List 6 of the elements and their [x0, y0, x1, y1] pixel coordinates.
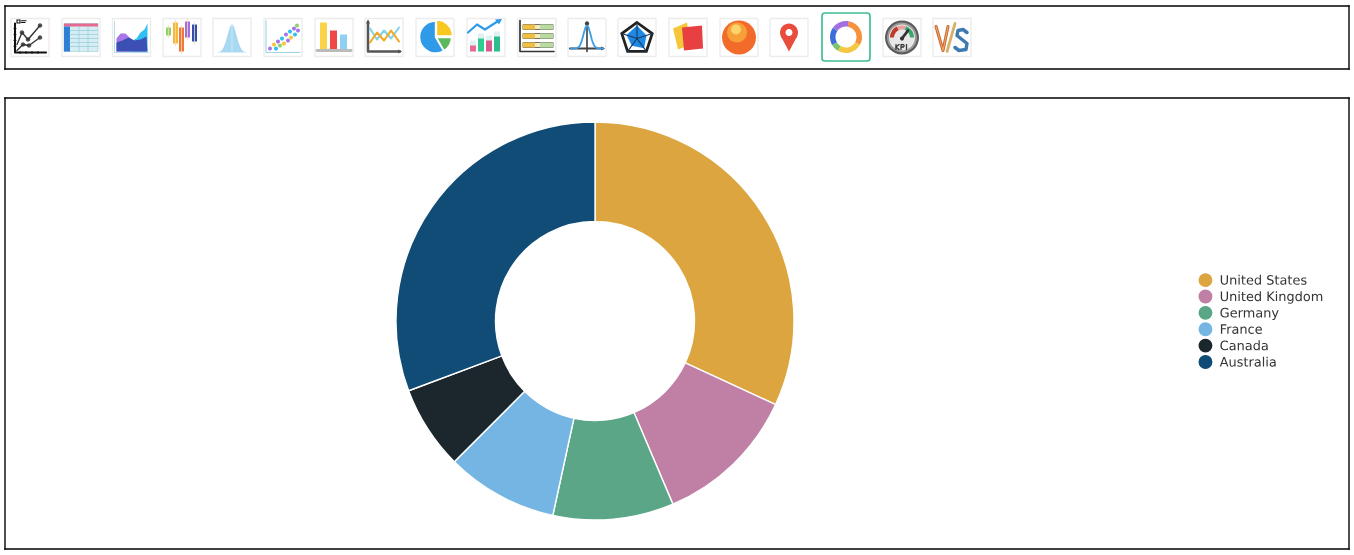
legend-label: Germany — [1220, 307, 1279, 321]
legend-label: United Kingdom — [1220, 291, 1323, 304]
legend-label: Canada — [1220, 340, 1268, 351]
legend-label: United States — [1220, 274, 1307, 285]
legend-label: Australia — [1219, 356, 1276, 367]
legend-label: France — [1220, 324, 1262, 334]
